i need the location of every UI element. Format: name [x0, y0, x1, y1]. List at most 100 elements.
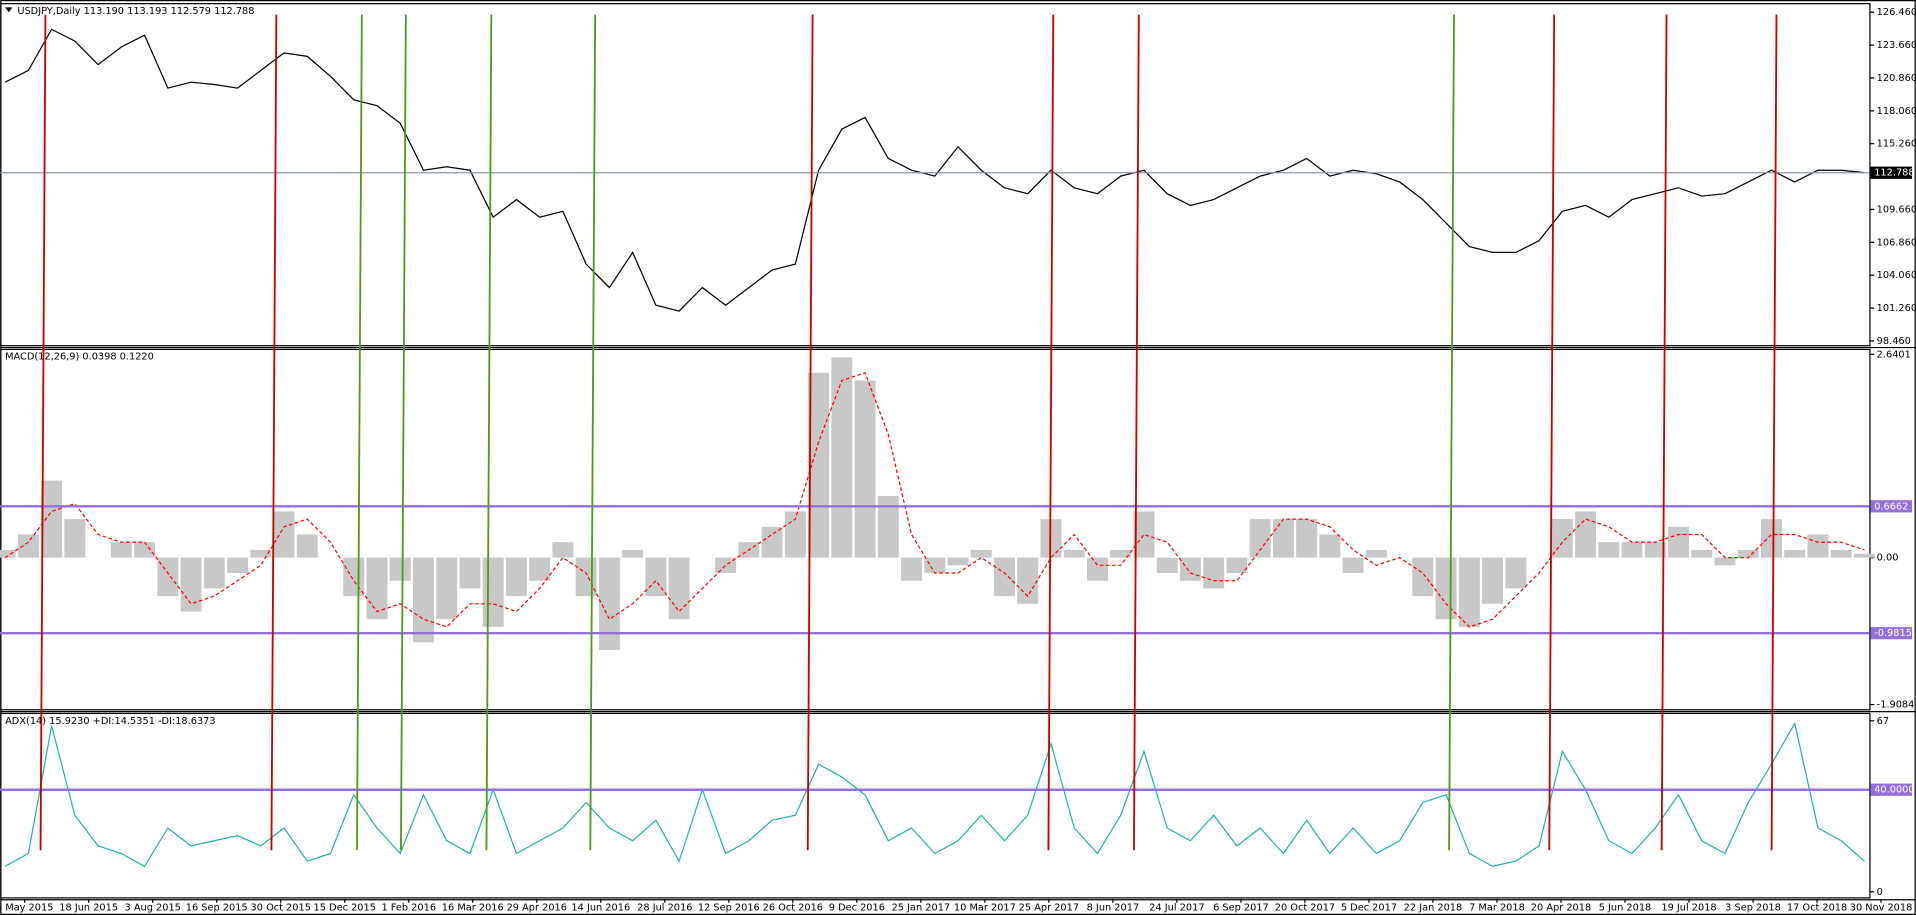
pane: [0, 712, 1871, 899]
pane-title: ADX(14) 15.9230 +DI:14.5351 -DI:18.6373: [5, 716, 216, 727]
x-tick-label: 3 Sep 2018: [1725, 903, 1781, 914]
y-tick-label: 2.6401: [1877, 349, 1911, 360]
macd-bar: [64, 519, 86, 558]
macd-bar: [1272, 519, 1294, 558]
macd-bar: [505, 557, 527, 597]
drawn-vertical-line: [1047, 14, 1055, 851]
macd-bar: [1365, 549, 1387, 558]
x-tick-label: 18 Jun 2015: [59, 903, 118, 914]
macd-bar: [1296, 519, 1318, 558]
y-tick-label: 109.660: [1877, 204, 1916, 215]
y-tick-label: 126.460: [1877, 7, 1916, 18]
x-tick-label: 24 Jul 2017: [1149, 903, 1204, 914]
drawn-vertical-line: [1770, 14, 1778, 851]
x-tick-label: 5 May 2015: [0, 903, 53, 914]
level-label: 40.0000: [1874, 785, 1914, 796]
x-tick-label: 25 Apr 2017: [1019, 903, 1079, 914]
x-tick-label: 25 Jan 2017: [892, 903, 951, 914]
collapse-icon: [5, 7, 13, 13]
x-tick-label: 1 Feb 2016: [381, 903, 436, 914]
macd-bar: [1087, 557, 1108, 581]
macd-bar: [1551, 519, 1573, 558]
macd-bar: [947, 557, 969, 566]
pane: [0, 3, 1871, 347]
macd-bar: [1226, 557, 1248, 574]
y-tick-label: 0: [1877, 887, 1883, 898]
macd-bar: [1644, 542, 1666, 558]
series-line: [4, 28, 1865, 312]
level-label-box: [1870, 783, 1913, 796]
x-tick-label: 7 Mar 2018: [1469, 903, 1525, 914]
level-label-box: [1870, 500, 1913, 513]
x-tick-label: 29 Apr 2016: [507, 903, 567, 914]
macd-bar: [1179, 557, 1201, 581]
macd-bar: [1133, 511, 1155, 558]
macd-bar: [1761, 519, 1782, 558]
macd-bar: [157, 557, 179, 597]
macd-bar: [366, 557, 388, 620]
macd-bar: [622, 549, 644, 558]
macd-bar: [1412, 557, 1434, 597]
x-tick-label: 15 Dec 2015: [314, 903, 376, 914]
x-tick-label: 20 Oct 2017: [1275, 903, 1335, 914]
drawn-vertical-line: [270, 14, 278, 851]
level-label-box: [1870, 627, 1913, 640]
pane: [0, 348, 1871, 711]
y-tick-label: 115.260: [1877, 139, 1916, 150]
drawn-vertical-line: [1660, 14, 1668, 851]
y-tick-label: 118.060: [1877, 106, 1916, 117]
macd-bar: [970, 549, 992, 558]
macd-bar: [389, 557, 411, 581]
current-price-box: [1870, 166, 1913, 179]
macd-bar: [1830, 549, 1852, 558]
macd-bar: [1458, 557, 1480, 627]
y-tick-label: -1.9084: [1877, 700, 1915, 711]
macd-bar: [436, 557, 458, 620]
drawn-vertical-line: [806, 14, 814, 851]
y-tick-label: 120.860: [1877, 73, 1916, 84]
x-tick-label: 10 Mar 2017: [954, 903, 1016, 914]
macd-bar: [598, 557, 620, 651]
macd-bar: [203, 557, 225, 589]
macd-bar: [1482, 557, 1504, 604]
macd-bar: [668, 557, 690, 620]
y-tick-label: 101.260: [1877, 303, 1916, 314]
x-tick-label: 8 Jun 2017: [1087, 903, 1140, 914]
macd-bar: [296, 534, 318, 558]
y-tick-label: 106.860: [1877, 237, 1916, 248]
current-price-label: 112.788: [1874, 168, 1914, 179]
y-tick-label: 123.660: [1877, 40, 1916, 51]
macd-bar: [552, 542, 574, 558]
x-tick-label: 26 Oct 2016: [763, 903, 823, 914]
pane-title: USDJPY,Daily 113.190 113.193 112.579 112…: [17, 6, 254, 17]
drawn-vertical-line: [1132, 14, 1140, 851]
macd-bar: [1319, 534, 1341, 558]
x-tick-label: 5 Jun 2018: [1599, 903, 1652, 914]
x-tick-label: 12 Sep 2016: [698, 903, 760, 914]
level-label: -0.9815: [1874, 628, 1912, 639]
macd-bar: [459, 557, 481, 589]
x-tick-label: 30 Nov 2018: [1850, 903, 1913, 914]
x-tick-label: 6 Sep 2017: [1213, 903, 1269, 914]
x-tick-label: 14 Jun 2016: [571, 903, 630, 914]
macd-bar: [1737, 549, 1759, 558]
macd-bar: [134, 542, 156, 558]
x-tick-label: 16 Mar 2016: [442, 903, 504, 914]
macd-bar: [1691, 549, 1713, 558]
macd-bar: [854, 380, 876, 558]
macd-bar: [227, 557, 249, 574]
x-tick-label: 22 Jan 2018: [1404, 903, 1463, 914]
macd-bar: [0, 549, 16, 558]
y-tick-label: 104.060: [1877, 270, 1916, 281]
x-tick-label: 16 Sep 2015: [186, 903, 248, 914]
macd-bar: [1435, 557, 1457, 620]
macd-bar: [1668, 526, 1689, 558]
x-tick-label: 19 Jul 2018: [1661, 903, 1716, 914]
x-tick-label: 17 Oct 2018: [1787, 903, 1847, 914]
y-tick-label: 0.00: [1877, 553, 1899, 564]
macd-bar: [180, 557, 202, 612]
drawn-vertical-line: [485, 14, 493, 851]
drawn-vertical-line: [1448, 14, 1455, 851]
macd-bar: [1505, 557, 1527, 589]
